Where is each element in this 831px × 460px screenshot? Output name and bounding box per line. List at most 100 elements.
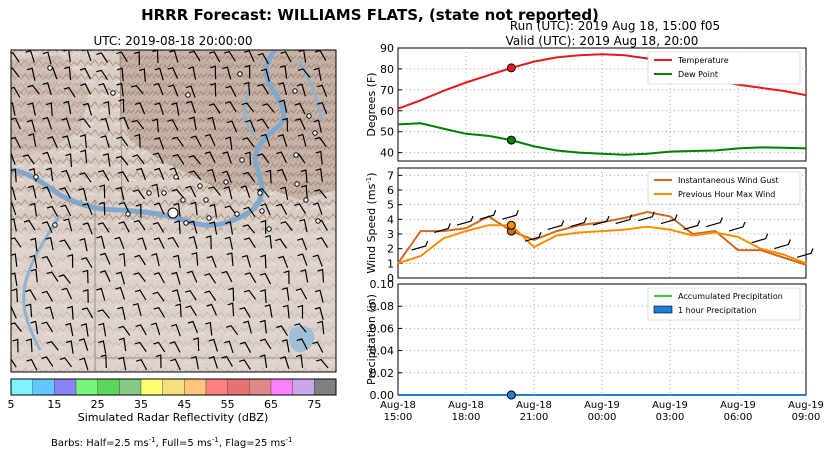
wind-barb — [11, 187, 17, 201]
wind-barb — [190, 355, 199, 370]
wind-barb — [97, 222, 110, 233]
x-tick-label: Aug-18 — [516, 400, 552, 411]
colorbar-tick: 25 — [91, 398, 105, 411]
wind-barb — [204, 133, 216, 146]
wind-barb — [61, 117, 71, 131]
wind-barb — [298, 50, 307, 63]
wind-barb — [63, 100, 72, 115]
y-tick-label: 0.08 — [370, 300, 395, 313]
wind-barb — [796, 248, 814, 258]
wind-barb — [42, 151, 53, 165]
wind-barb — [280, 51, 292, 63]
wind-barb — [29, 202, 38, 217]
wind-barb — [171, 136, 184, 147]
wind-barb — [297, 237, 308, 251]
station-markers — [33, 65, 321, 232]
wind-barb — [242, 224, 256, 234]
colorbar-tick: 15 — [47, 398, 61, 411]
station-dot — [266, 226, 272, 232]
colorbar-swatch — [227, 378, 250, 396]
wind-barb — [82, 202, 93, 216]
wind-barb — [315, 150, 323, 165]
station-dot — [197, 183, 203, 189]
wind-barb — [300, 169, 308, 183]
wind-barb — [172, 153, 185, 165]
wind-barb — [152, 50, 159, 64]
colorbar-swatch — [205, 378, 228, 396]
wind-barb — [99, 184, 106, 199]
legend-label: Previous Hour Max Wind — [678, 190, 775, 199]
wind-barb — [317, 101, 328, 115]
wind-barb — [191, 252, 199, 266]
current-point — [506, 390, 516, 400]
wind-barb — [295, 288, 308, 300]
station-dot — [206, 215, 212, 221]
colorbar-swatch — [162, 378, 185, 396]
wind-barb — [45, 167, 54, 182]
wind-barb — [241, 254, 252, 268]
wind-barb — [118, 252, 126, 267]
wind-barb — [132, 154, 145, 165]
wind-barb — [208, 186, 221, 196]
station-dot — [173, 174, 179, 180]
wind-barb — [297, 68, 311, 78]
wind-barb — [46, 271, 59, 282]
wind-barb — [135, 203, 142, 218]
colorbar-tick: 45 — [177, 398, 191, 411]
wind-barb — [660, 214, 678, 225]
colorbar-tick: 5 — [8, 398, 15, 411]
wind-barb — [257, 52, 269, 65]
wind-barb — [245, 119, 256, 132]
wind-barb — [239, 341, 252, 353]
wind-barb — [118, 356, 127, 371]
wind-barb — [209, 221, 218, 235]
series-line — [397, 53, 807, 110]
series-line — [397, 224, 807, 265]
station-dot — [223, 179, 229, 185]
wind-barb — [11, 102, 16, 116]
wind-barb — [193, 337, 200, 352]
wind-barb — [207, 168, 217, 182]
wind-barb — [242, 171, 255, 183]
wind-barb — [184, 289, 197, 301]
colorbar-swatch — [314, 378, 337, 396]
wind-barb — [257, 118, 270, 129]
station-dot — [294, 181, 300, 187]
y-tick-label: 3 — [387, 228, 394, 241]
colorbar-swatch — [292, 378, 315, 396]
wind-barb — [11, 218, 17, 232]
wind-barb — [134, 133, 141, 148]
wind-barb — [221, 170, 232, 183]
y-tick-label: 6 — [387, 184, 394, 197]
station-dot — [237, 71, 243, 77]
wind-barb — [99, 252, 111, 265]
wind-barb — [59, 187, 71, 199]
chart-panel-3: 0.00 0.02 0.04 0.06 0.08 0.10 Precipitation (i… — [365, 278, 807, 402]
wind-barb — [260, 68, 270, 82]
wind-barb — [153, 152, 164, 164]
wind-barb — [167, 236, 180, 248]
wind-barb — [118, 325, 131, 336]
wind-barb — [27, 185, 37, 199]
legend: Instantaneous Wind Gust Previous Hour Max… — [647, 171, 801, 205]
wind-barb — [80, 149, 88, 164]
wind-barb — [154, 137, 165, 150]
wind-barb — [206, 255, 217, 268]
wind-barb — [615, 214, 633, 225]
wind-barb — [276, 168, 288, 181]
y-tick-label: 0.04 — [370, 345, 395, 358]
wind-barb — [11, 86, 21, 98]
wind-barb — [174, 220, 181, 235]
wind-barb — [222, 151, 232, 164]
y-axis-label: Precipitation (in) — [365, 294, 378, 385]
wind-barb — [98, 82, 109, 95]
wind-barb — [167, 66, 179, 79]
wind-barb — [169, 341, 181, 353]
wind-barb — [260, 254, 267, 269]
map-subtitle: UTC: 2019-08-18 20:00:00 — [93, 34, 252, 48]
wind-barb — [23, 219, 36, 231]
wind-barb — [11, 152, 16, 165]
x-tick-label: Aug-19 — [652, 400, 688, 411]
wind-barb — [313, 67, 322, 81]
wind-barb — [26, 119, 36, 133]
